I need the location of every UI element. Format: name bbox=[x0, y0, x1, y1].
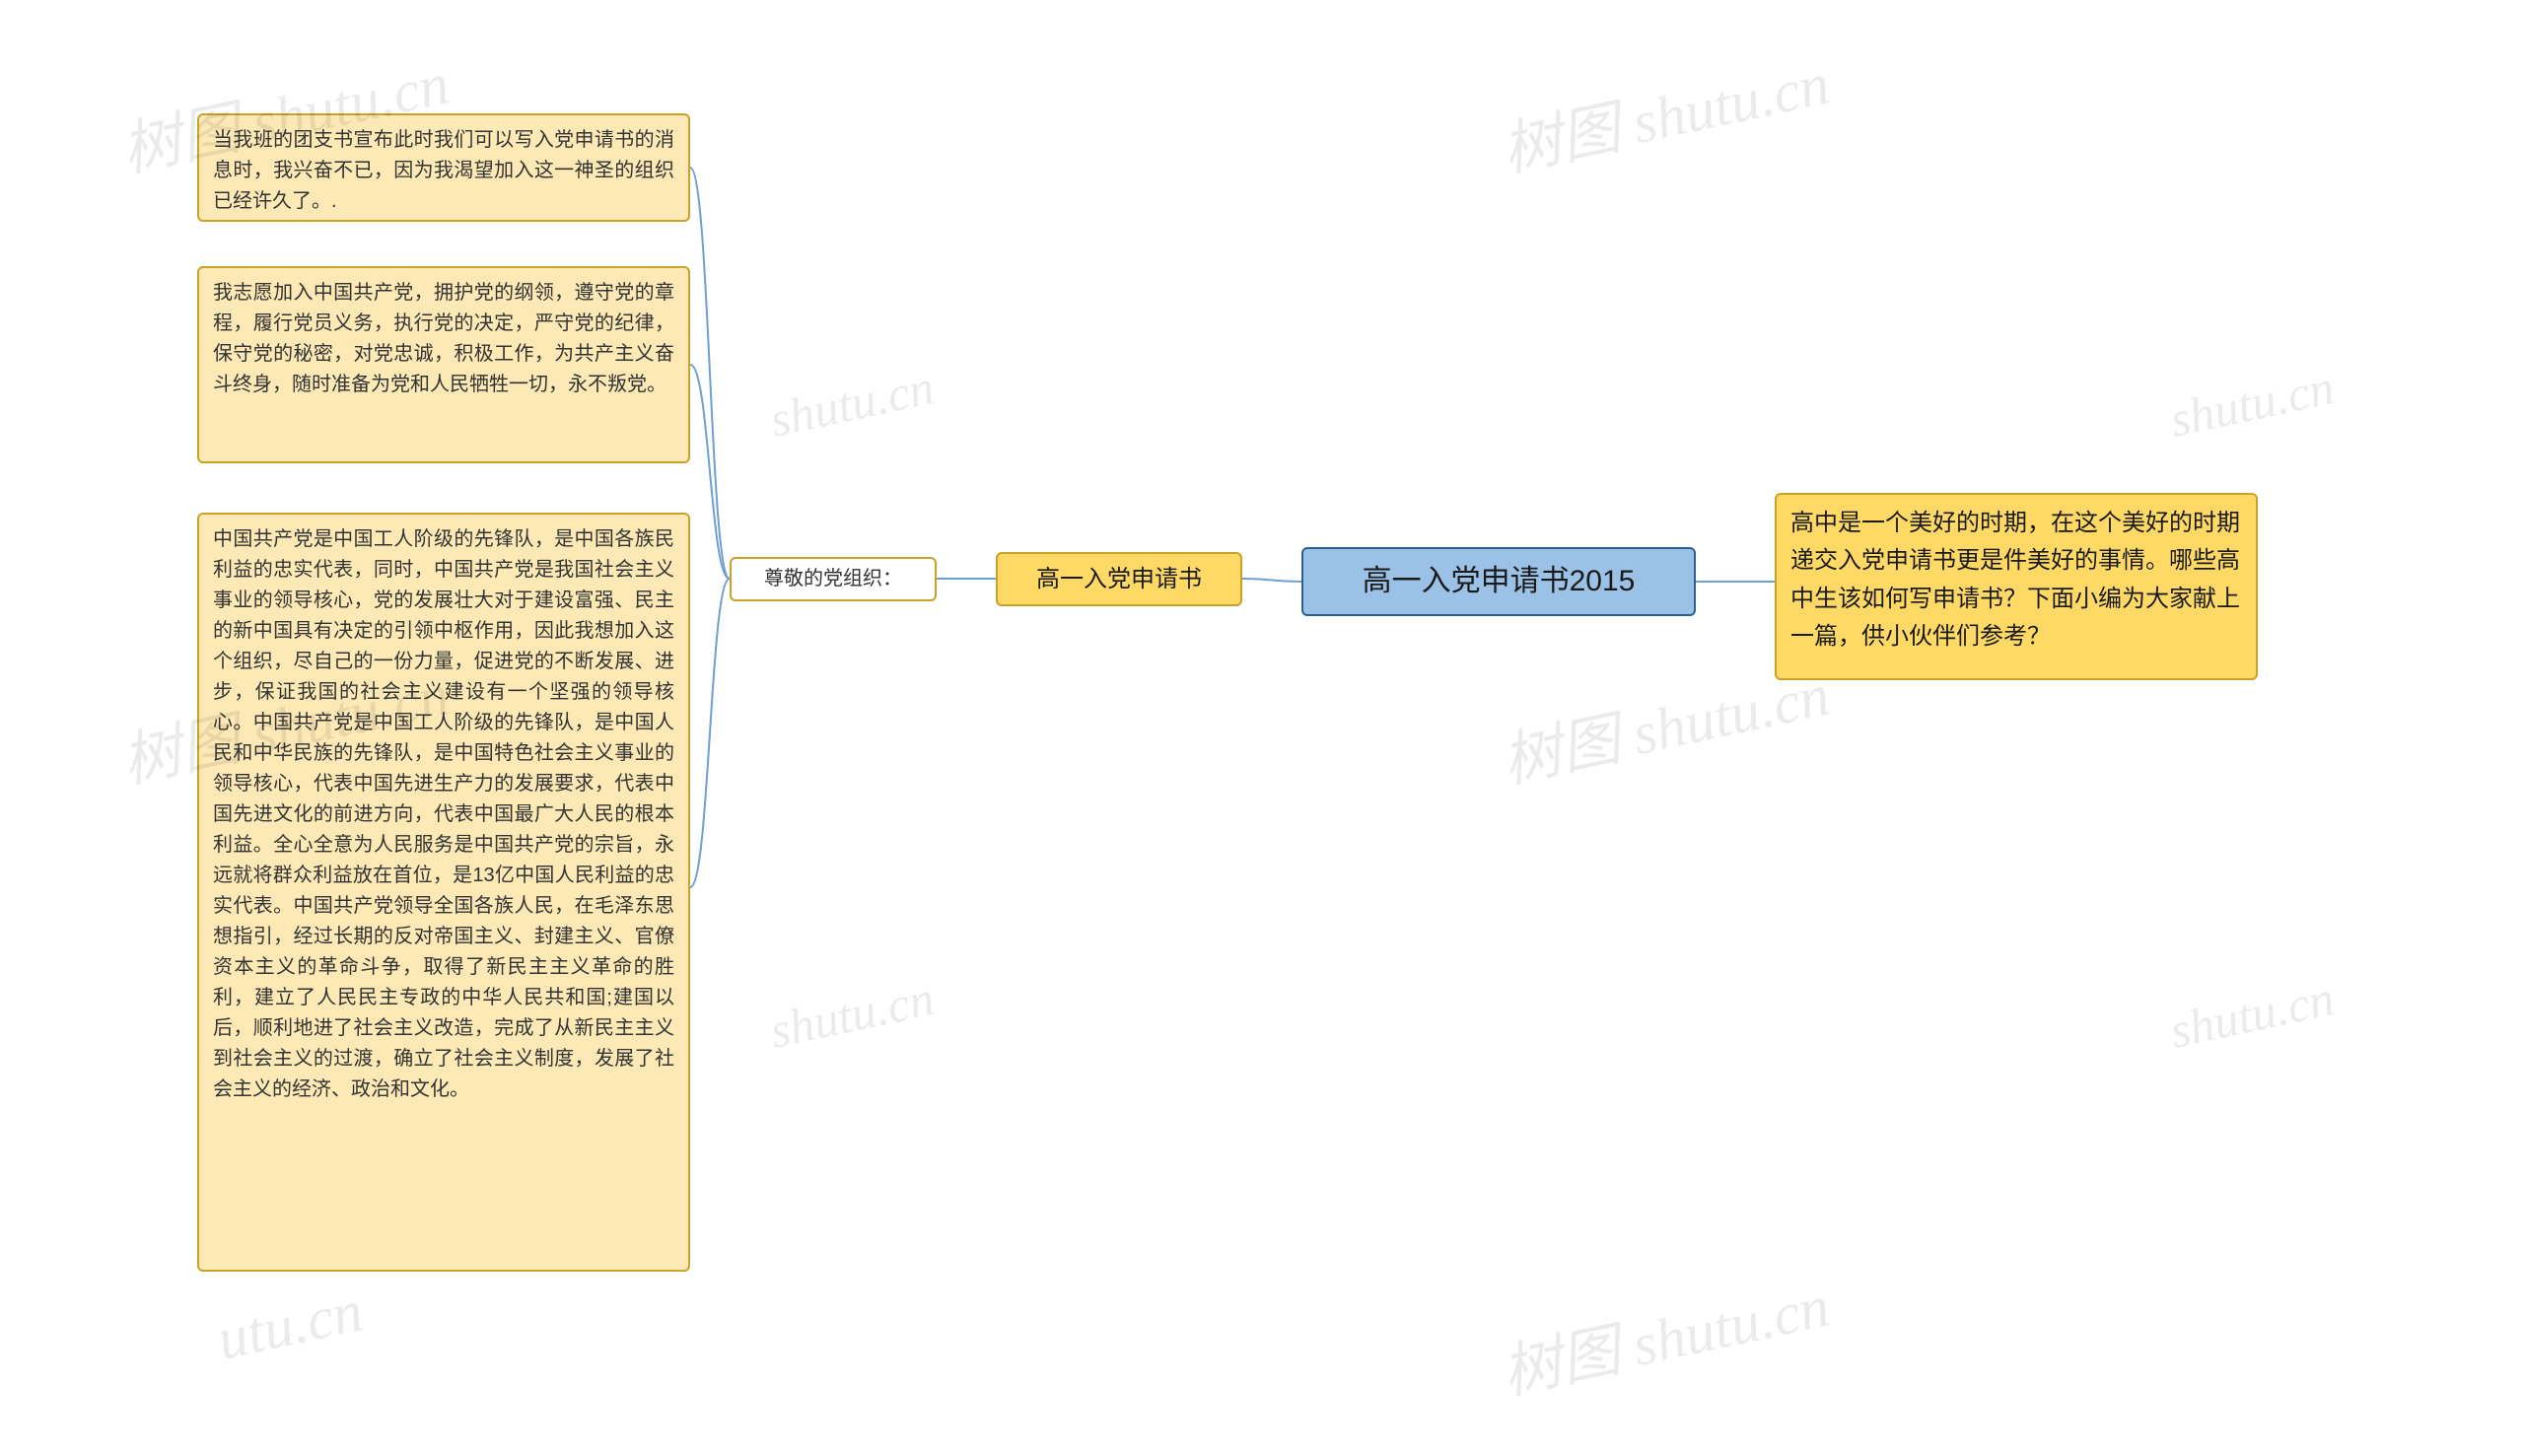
root-node[interactable]: 高一入党申请书2015 bbox=[1301, 547, 1696, 616]
sub-title-node[interactable]: 高一入党申请书 bbox=[996, 552, 1242, 606]
watermark: shutu.cn bbox=[2165, 358, 2339, 449]
leaf-node-2[interactable]: 我志愿加入中国共产党，拥护党的纲领，遵守党的章程，履行党员义务，执行党的决定，严… bbox=[197, 266, 690, 463]
edge bbox=[690, 365, 730, 579]
salutation-node[interactable]: 尊敬的党组织： bbox=[730, 557, 937, 601]
watermark: shutu.cn bbox=[2165, 969, 2339, 1060]
edge bbox=[1242, 579, 1301, 582]
leaf-node-1[interactable]: 当我班的团支书宣布此时我们可以写入党申请书的消息时，我兴奋不已，因为我渴望加入这… bbox=[197, 113, 690, 222]
watermark: 树图 shutu.cn bbox=[1494, 1258, 1836, 1411]
right-intro-node[interactable]: 高中是一个美好的时期，在这个美好的时期递交入党申请书更是件美好的事情。哪些高中生… bbox=[1775, 493, 2258, 680]
mindmap-canvas: 高一入党申请书2015 高中是一个美好的时期，在这个美好的时期递交入党申请书更是… bbox=[0, 0, 2524, 1456]
leaf-node-3[interactable]: 中国共产党是中国工人阶级的先锋队，是中国各族民利益的忠实代表，同时，中国共产党是… bbox=[197, 513, 690, 1272]
watermark: shutu.cn bbox=[765, 358, 939, 449]
edge bbox=[690, 579, 730, 887]
watermark: 树图 shutu.cn bbox=[1494, 35, 1836, 188]
edge bbox=[690, 168, 730, 579]
watermark: shutu.cn bbox=[765, 969, 939, 1060]
watermark: utu.cn bbox=[211, 1277, 368, 1373]
